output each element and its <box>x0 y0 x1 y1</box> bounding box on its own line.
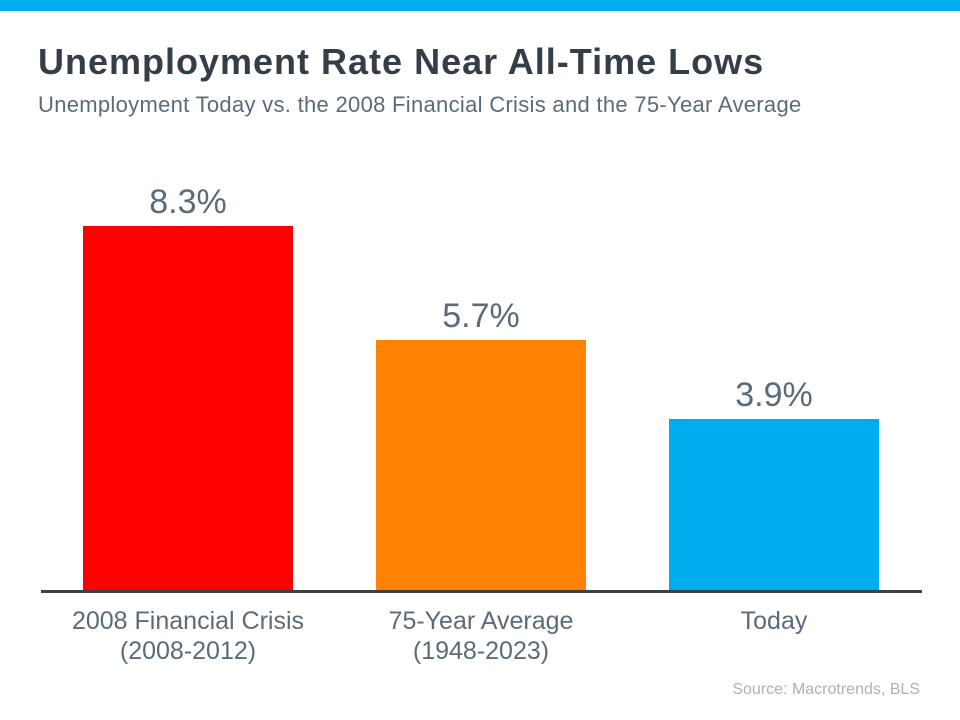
category-label-line2: (2008-2012) <box>119 637 257 665</box>
category-label-2008-crisis: 2008 Financial Crisis (2008-2012) <box>28 606 348 666</box>
bar-value-label: 3.9% <box>735 376 813 414</box>
bar-group-today: 3.9% <box>669 375 879 590</box>
category-label-today: Today <box>614 606 934 636</box>
category-label-line1: 75-Year Average <box>388 607 574 635</box>
category-label-line1: Today <box>740 607 808 635</box>
source-attribution: Source: Macrotrends, BLS <box>732 681 920 698</box>
page-subtitle: Unemployment Today vs. the 2008 Financia… <box>38 92 802 117</box>
bar-today <box>669 419 879 590</box>
page-title: Unemployment Rate Near All-Time Lows <box>38 41 765 82</box>
x-axis-line <box>41 590 922 593</box>
category-label-75yr-average: 75-Year Average (1948-2023) <box>321 606 641 666</box>
bar-group-75yr-average: 5.7% <box>376 296 586 590</box>
bar-value-label: 5.7% <box>442 297 520 335</box>
bar-75yr-average <box>376 340 586 590</box>
top-accent-bar <box>0 0 960 11</box>
bar-2008-crisis <box>83 226 293 590</box>
category-label-line2: (1948-2023) <box>412 637 550 665</box>
bar-value-label: 8.3% <box>149 183 227 221</box>
bar-group-2008-crisis: 8.3% <box>83 182 293 590</box>
category-label-line1: 2008 Financial Crisis <box>71 607 305 635</box>
